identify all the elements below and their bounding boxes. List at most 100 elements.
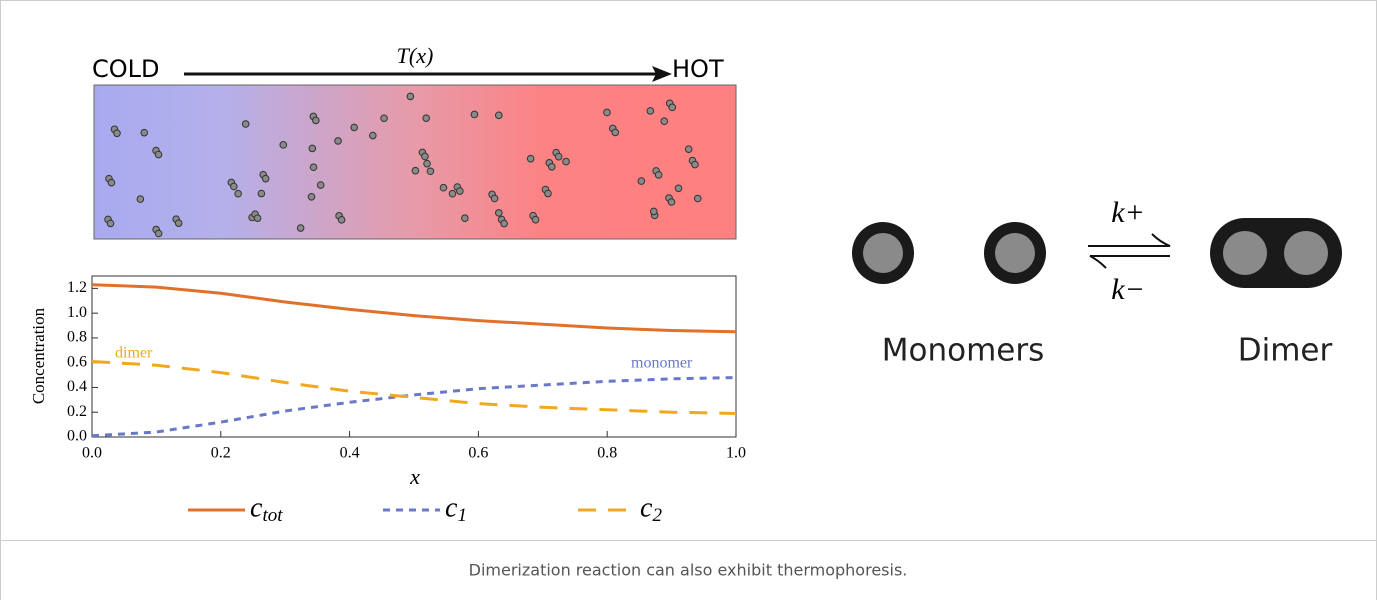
particle: [547, 162, 556, 171]
particle: [257, 189, 266, 198]
particle: [279, 141, 288, 149]
gradient-box: [93, 84, 737, 240]
y-tick-label: 0.6: [67, 353, 87, 370]
legend-label: c2: [640, 492, 662, 526]
particle: [461, 214, 469, 223]
particle: [526, 154, 535, 163]
x-tick-label: 1.0: [726, 445, 746, 462]
particle: [107, 178, 116, 187]
particle: [230, 182, 238, 191]
particle: [674, 184, 683, 193]
y-tick-label: 0.8: [67, 329, 87, 346]
series-line: [91, 283, 737, 334]
particle: [106, 219, 115, 228]
particle: [307, 192, 316, 201]
y-tick-label: 1.2: [67, 279, 87, 296]
particle: [495, 209, 503, 217]
particle: [531, 215, 540, 224]
particle: [308, 144, 317, 153]
particle: [691, 160, 699, 169]
particle: [368, 131, 377, 140]
particle: [154, 150, 163, 159]
forward-rate: k+: [1111, 196, 1145, 229]
particle: [611, 128, 620, 137]
particle: [603, 108, 611, 117]
particle: [448, 189, 457, 198]
x-tick-label: 0.8: [597, 445, 617, 462]
particle: [309, 163, 318, 172]
temperature-label: T(x): [397, 43, 434, 68]
particle: [668, 103, 677, 112]
y-tick-label: 0.0: [67, 428, 87, 445]
dimer-core: [1223, 231, 1267, 275]
particle: [312, 116, 320, 125]
particles: [104, 92, 702, 238]
particle: [646, 107, 655, 115]
annotation: dimer: [115, 345, 153, 362]
particle: [140, 128, 149, 137]
caption: Dimerization reaction can also exhibit t…: [469, 561, 908, 580]
particle: [422, 114, 430, 122]
particle: [241, 120, 250, 128]
particle: [406, 92, 415, 101]
x-axis-label: x: [409, 464, 420, 489]
backward-arrow: [1089, 255, 1170, 269]
particle: [439, 183, 448, 192]
particle: [456, 187, 464, 195]
series-line: [91, 376, 737, 438]
particle: [154, 229, 163, 238]
particle: [649, 207, 658, 216]
particle: [490, 194, 499, 203]
particle: [684, 145, 693, 153]
particle: [136, 195, 145, 203]
particle: [470, 110, 479, 119]
monomers-label: Monomers: [882, 333, 1045, 369]
particle: [667, 198, 676, 206]
particle: [654, 171, 663, 179]
particle: [296, 224, 305, 232]
backward-rate: k−: [1111, 273, 1145, 306]
particle: [693, 194, 702, 203]
particle: [113, 129, 121, 138]
particle: [337, 216, 346, 224]
reaction-diagram: k+ k− Monomers Dimer: [852, 196, 1342, 369]
series-line: [91, 360, 737, 415]
particle: [174, 219, 183, 227]
legend-label: ctot: [250, 492, 283, 526]
particle: [380, 114, 388, 123]
forward-arrow: [1088, 233, 1171, 247]
particle: [253, 214, 262, 222]
particle: [562, 157, 570, 166]
particle: [495, 111, 503, 120]
particle: [500, 219, 508, 228]
cold-label: COLD: [92, 55, 160, 83]
y-tick-label: 0.2: [67, 403, 87, 420]
particle: [423, 159, 431, 168]
particle: [421, 152, 429, 161]
particle: [660, 117, 669, 126]
legend-label: c1: [445, 492, 467, 526]
dimer-label: Dimer: [1238, 333, 1333, 369]
x-tick-label: 0.2: [211, 445, 231, 462]
plot-frame: [91, 275, 737, 438]
annotation: monomer: [631, 355, 693, 372]
dimer-core: [1284, 231, 1328, 275]
particle: [554, 152, 563, 161]
chart: Concentration x dimer monomer 0.0 0.2 0.4 0…: [29, 275, 746, 526]
particle: [350, 123, 358, 132]
hot-label: HOT: [672, 55, 724, 83]
x-tick-label: 0.6: [468, 445, 488, 462]
particle: [544, 189, 552, 198]
particle: [426, 167, 435, 176]
particle: [261, 174, 270, 183]
x-tick-label: 0.4: [340, 445, 360, 462]
particle: [334, 137, 342, 145]
monomer-core: [995, 233, 1035, 273]
particle: [234, 189, 242, 198]
y-tick-label: 1.0: [67, 304, 87, 321]
y-tick-label: 0.4: [67, 378, 87, 395]
particle: [411, 166, 420, 175]
particle: [637, 177, 646, 185]
